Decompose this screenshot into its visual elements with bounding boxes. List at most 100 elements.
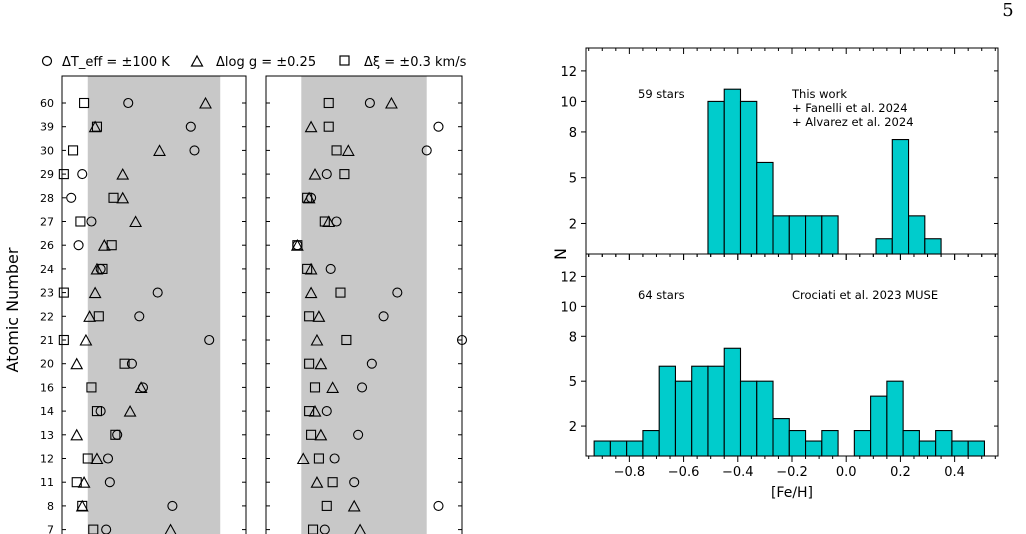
left-xi-point: [106, 240, 117, 251]
middle-teff-point: [319, 524, 330, 534]
middle-teff-point: [378, 311, 389, 322]
left-y-tick-label: 11: [40, 476, 54, 489]
middle-xi-point: [323, 97, 334, 109]
panel-left: 60 39 30 29 28 27 26 24 23 22 21 20 16 14 13 12 11 8 7: [40, 75, 247, 534]
hist-bottom-bar: [853, 430, 872, 457]
left-y-tick-label: 30: [40, 144, 54, 157]
left-logg-point: [134, 381, 148, 393]
hist-bottom-x-tick-label: 0.0: [836, 465, 857, 480]
left-teff-point: [152, 287, 163, 298]
middle-xi-point: [331, 145, 342, 156]
left-xi-point: [75, 216, 86, 227]
left-y-tick-label: 21: [40, 334, 54, 347]
left-xi-point: [108, 192, 119, 203]
left-teff-point: [185, 121, 196, 132]
left-xi-point: [58, 169, 69, 180]
middle-xi-point: [304, 311, 315, 322]
middle-logg-point: [304, 286, 318, 299]
left-y-tick-label: 7: [47, 524, 54, 534]
left-xi-point: [82, 453, 93, 464]
left-y-tick-label: 16: [40, 381, 54, 394]
left-y-tick-label: 26: [40, 239, 54, 252]
hist-bottom-bar: [658, 365, 676, 457]
left-y-tick-label: 12: [40, 453, 54, 466]
left-logg-point: [90, 452, 104, 465]
left-xi-point: [97, 263, 108, 274]
middle-logg-point: [326, 381, 340, 393]
middle-logg-point: [385, 96, 398, 109]
top-annotation-line1: This work: [791, 87, 847, 101]
hist-bottom-x-tick-label: −0.8: [614, 465, 646, 480]
left-logg-point: [83, 310, 97, 322]
left-y-tick-label: 20: [40, 358, 54, 371]
hist-bottom-bar: [821, 430, 839, 457]
middle-logg-point: [341, 144, 355, 156]
legend: ΔT_eff = ±100 K Δlog g = ±0.25 Δξ = ±0.3…: [41, 54, 467, 70]
left-xi-point: [58, 287, 69, 298]
hist-bottom-bar: [756, 380, 774, 457]
bottom-annotation-source: Crociati et al. 2023 MUSE: [792, 288, 938, 302]
middle-logg-point: [354, 523, 366, 534]
left-logg-point: [90, 262, 104, 275]
left-teff-point: [134, 311, 145, 322]
left-xi-point: [71, 477, 82, 488]
legend-xi-label: Δξ = ±0.3 km/s: [364, 55, 467, 70]
middle-xi-point: [327, 477, 338, 488]
left-y-tick-label: 39: [40, 121, 54, 134]
top-annotation-line3: + Alvarez et al. 2024: [792, 115, 914, 129]
hist-top-bar: [924, 238, 942, 255]
left-y-tick-label: 8: [47, 500, 54, 513]
middle-logg-point: [290, 239, 304, 251]
middle-xi-point: [304, 406, 315, 417]
left-y-tick-label: 60: [40, 97, 54, 110]
left-xi-point: [91, 121, 103, 132]
middle-teff-point: [364, 97, 375, 109]
hist-bottom-y-tick-label: 5: [569, 375, 577, 390]
left-teff-point: [204, 334, 215, 346]
middle-logg-point: [314, 428, 328, 441]
middle-logg-point: [308, 167, 322, 180]
left-logg-point: [70, 428, 84, 441]
legend-logg-marker: [190, 54, 204, 67]
middle-logg-point: [312, 310, 326, 322]
hist-top-bar: [756, 161, 774, 255]
middle-logg-point: [314, 357, 328, 370]
hist-bottom-bar: [886, 380, 904, 457]
left-teff-point: [66, 192, 77, 203]
histogram-bottom: 2 5 8 10 12 −0.8 −0.6 −0.4 −0.2 0.0 0.2 0.4 64 star…: [560, 253, 999, 480]
hist-bottom-x-tick-label: −0.2: [776, 465, 808, 480]
left-teff-point: [189, 145, 200, 156]
middle-teff-point: [321, 169, 332, 180]
left-xi-point: [79, 97, 90, 109]
middle-xi-point: [292, 240, 303, 251]
left-teff-point: [86, 216, 97, 227]
middle-xi-point: [321, 500, 332, 511]
hist-top-bar: [891, 139, 910, 255]
left-y-tick-label: 29: [40, 168, 54, 181]
hist-bottom-x-tick-label: −0.4: [722, 465, 754, 480]
middle-xi-point: [307, 524, 319, 534]
panel-middle-frame: [265, 75, 463, 534]
middle-xi-point: [306, 429, 317, 440]
hist-bottom-bar: [788, 430, 807, 457]
left-xi-point: [93, 311, 104, 322]
left-xi-point: [58, 334, 69, 346]
hist-bottom-y-tick-label: 2: [569, 420, 577, 435]
middle-teff-point: [366, 358, 377, 369]
histogram-x-axis-label: [Fe/H]: [771, 485, 813, 501]
left-logg-point: [123, 404, 137, 417]
left-xi-point: [119, 358, 130, 369]
hist-bottom-bar: [935, 430, 953, 457]
left-logg-point: [88, 286, 102, 299]
hist-bottom-bar: [739, 380, 758, 457]
panel-left-band: [87, 76, 221, 534]
hist-bottom-x-tick-label: 0.2: [890, 465, 911, 480]
hist-bottom-x-tick-label: −0.6: [668, 465, 700, 480]
left-xi-point: [88, 524, 99, 534]
hist-bottom-bar: [642, 430, 660, 457]
middle-teff-point: [433, 121, 444, 132]
middle-logg-point: [304, 120, 318, 133]
histogram-y-axis-label: N: [551, 248, 570, 260]
middle-xi-point: [341, 334, 352, 346]
